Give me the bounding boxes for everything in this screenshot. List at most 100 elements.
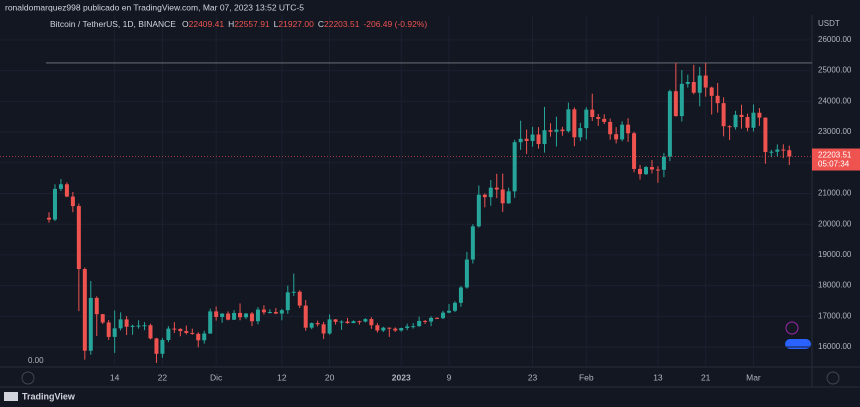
candle-body — [357, 321, 362, 323]
candle-body — [214, 311, 219, 317]
candle-body — [255, 309, 260, 322]
candle-body — [745, 117, 750, 128]
alert-icon[interactable] — [785, 321, 799, 335]
candle-body — [244, 313, 249, 318]
y-tick-label: 19000.00 — [818, 250, 852, 259]
y-tick-label: 24000.00 — [818, 96, 852, 105]
legend-key: H — [228, 19, 234, 29]
zoom-button[interactable] — [21, 371, 35, 385]
candle-body — [482, 194, 487, 198]
candle-body — [536, 134, 541, 145]
candle-body — [709, 87, 714, 96]
candle-body — [715, 95, 720, 104]
candle-body — [494, 187, 499, 190]
candle-body — [435, 317, 440, 319]
candle-body — [124, 319, 129, 327]
candle-body — [387, 327, 392, 329]
candle-body — [405, 326, 410, 328]
candle-body — [644, 167, 648, 175]
candle-body — [232, 312, 237, 320]
candle-body — [411, 326, 416, 328]
x-tick-label: Dic — [210, 372, 223, 382]
candle-body — [488, 187, 493, 198]
candle-body — [70, 196, 75, 207]
y-tick-label: 17000.00 — [818, 311, 852, 320]
candle-body — [781, 149, 786, 151]
candle-body — [649, 167, 654, 170]
candle-body — [303, 305, 308, 328]
candle-body — [88, 297, 93, 351]
legend-key: L — [274, 19, 279, 29]
candle-body — [524, 138, 529, 141]
candle-body — [638, 168, 643, 175]
candle-body — [518, 138, 523, 143]
candle-body — [261, 309, 266, 313]
x-tick-label: 9 — [447, 372, 452, 382]
candle-body — [238, 312, 243, 318]
auto-button[interactable] — [826, 371, 840, 385]
candle-body — [423, 320, 428, 322]
candle-body — [208, 311, 213, 334]
candle-body — [381, 327, 386, 331]
candle-body — [375, 325, 380, 331]
candle-body — [685, 81, 690, 84]
candle-body — [703, 75, 708, 88]
x-tick-label: Feb — [579, 372, 594, 382]
candle-body — [632, 133, 637, 169]
candle-body — [196, 333, 201, 341]
candle-body — [100, 314, 105, 323]
candle-body — [584, 109, 589, 129]
candle-body — [530, 134, 535, 141]
x-tick-label: 23 — [528, 372, 538, 382]
candle-body — [476, 194, 481, 227]
candle-body — [751, 112, 756, 128]
candle-body — [273, 312, 278, 314]
candle-body — [572, 109, 577, 138]
candle-body — [178, 328, 183, 332]
x-tick-label: 2023 — [392, 372, 411, 382]
y-tick-label: 21000.00 — [818, 189, 852, 198]
candle-body — [596, 117, 601, 119]
candle-body — [321, 324, 326, 334]
candle-body — [727, 126, 732, 128]
legend-key: C — [318, 19, 324, 29]
candle-body — [76, 206, 81, 270]
candle-body — [542, 130, 547, 145]
events-icon[interactable] — [785, 339, 811, 349]
candle-body — [554, 129, 559, 132]
candle-body — [775, 149, 780, 152]
price-tag — [812, 148, 860, 171]
candle-body — [172, 328, 177, 330]
candle-body — [297, 291, 302, 306]
candle-body — [661, 156, 666, 170]
candle-body — [363, 319, 368, 322]
candle-body — [106, 322, 111, 337]
candle-body — [351, 321, 356, 324]
legend-change: -206.49 (-0.92%) — [363, 19, 427, 29]
candle-body — [345, 321, 350, 324]
candle-body — [136, 325, 141, 327]
candle-body — [285, 292, 290, 311]
candle-body — [82, 269, 87, 351]
candle-body — [399, 327, 404, 331]
candle-body — [626, 124, 631, 134]
candle-body — [614, 134, 619, 140]
candle-body — [512, 142, 517, 192]
candle-body — [220, 313, 225, 317]
x-tick-label: 22 — [158, 372, 168, 382]
y-tick-label: 26000.00 — [818, 35, 852, 44]
y-tick-label: 20000.00 — [818, 219, 852, 228]
candle-body — [52, 188, 57, 220]
y-tick-label: 23000.00 — [818, 127, 852, 136]
volume-label: 0.00 — [28, 356, 44, 365]
candle-body — [691, 81, 696, 93]
candle-body — [721, 103, 726, 127]
candle-body — [142, 325, 147, 327]
x-tick-label: 12 — [277, 372, 287, 382]
price-tag-countdown: 05:07:34 — [818, 160, 850, 169]
candle-body — [154, 338, 159, 354]
candle-body — [333, 319, 338, 322]
y-tick-label: 18000.00 — [818, 281, 852, 290]
